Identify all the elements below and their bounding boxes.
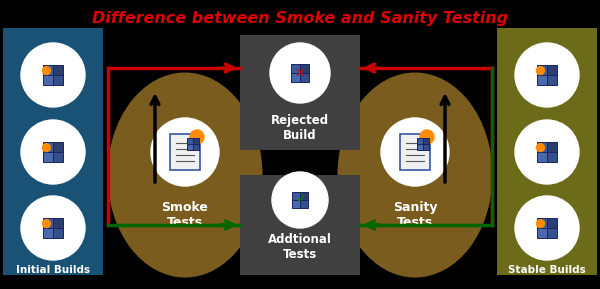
FancyBboxPatch shape: [300, 73, 309, 82]
FancyBboxPatch shape: [53, 65, 62, 75]
Circle shape: [43, 144, 50, 151]
FancyBboxPatch shape: [537, 152, 547, 162]
FancyBboxPatch shape: [43, 142, 53, 152]
Circle shape: [21, 196, 85, 260]
FancyBboxPatch shape: [537, 65, 547, 75]
FancyBboxPatch shape: [43, 228, 53, 238]
Text: Sanity
Tests: Sanity Tests: [393, 201, 437, 229]
FancyBboxPatch shape: [43, 65, 53, 75]
Circle shape: [515, 120, 579, 184]
FancyBboxPatch shape: [547, 142, 557, 152]
FancyBboxPatch shape: [291, 64, 300, 73]
FancyBboxPatch shape: [193, 144, 199, 150]
Circle shape: [536, 144, 544, 151]
FancyBboxPatch shape: [292, 192, 300, 200]
Circle shape: [272, 172, 328, 228]
FancyBboxPatch shape: [300, 200, 308, 208]
FancyBboxPatch shape: [537, 228, 547, 238]
FancyBboxPatch shape: [417, 138, 423, 144]
FancyBboxPatch shape: [537, 142, 547, 152]
FancyBboxPatch shape: [547, 218, 557, 228]
FancyBboxPatch shape: [423, 138, 429, 144]
Circle shape: [381, 118, 449, 186]
Circle shape: [151, 118, 219, 186]
Circle shape: [43, 67, 50, 75]
FancyBboxPatch shape: [291, 73, 300, 82]
FancyBboxPatch shape: [187, 138, 193, 144]
FancyBboxPatch shape: [53, 152, 62, 162]
Circle shape: [270, 43, 330, 103]
FancyBboxPatch shape: [400, 134, 430, 170]
FancyBboxPatch shape: [547, 152, 557, 162]
Circle shape: [515, 43, 579, 107]
FancyBboxPatch shape: [53, 228, 62, 238]
FancyBboxPatch shape: [547, 228, 557, 238]
Circle shape: [515, 196, 579, 260]
Circle shape: [190, 130, 204, 144]
Circle shape: [21, 120, 85, 184]
FancyBboxPatch shape: [43, 218, 53, 228]
FancyBboxPatch shape: [3, 28, 103, 275]
Text: Initial Builds: Initial Builds: [16, 265, 90, 275]
FancyBboxPatch shape: [240, 35, 360, 150]
Text: ✕: ✕: [295, 66, 305, 79]
Text: Stable Builds: Stable Builds: [508, 265, 586, 275]
FancyBboxPatch shape: [43, 152, 53, 162]
FancyBboxPatch shape: [423, 144, 429, 150]
FancyBboxPatch shape: [170, 134, 200, 170]
FancyBboxPatch shape: [497, 28, 597, 275]
FancyBboxPatch shape: [547, 75, 557, 85]
FancyBboxPatch shape: [300, 192, 308, 200]
FancyBboxPatch shape: [537, 218, 547, 228]
FancyBboxPatch shape: [537, 75, 547, 85]
Text: Difference between Smoke and Sanity Testing: Difference between Smoke and Sanity Test…: [92, 10, 508, 25]
FancyBboxPatch shape: [43, 75, 53, 85]
Circle shape: [43, 220, 50, 227]
Circle shape: [21, 43, 85, 107]
FancyBboxPatch shape: [292, 200, 300, 208]
FancyBboxPatch shape: [240, 175, 360, 275]
Circle shape: [536, 67, 544, 75]
FancyBboxPatch shape: [193, 138, 199, 144]
Ellipse shape: [337, 73, 493, 277]
Ellipse shape: [107, 73, 263, 277]
FancyBboxPatch shape: [53, 218, 62, 228]
Circle shape: [536, 220, 544, 227]
FancyBboxPatch shape: [300, 64, 309, 73]
Text: Smoke
Tests: Smoke Tests: [161, 201, 208, 229]
FancyBboxPatch shape: [547, 65, 557, 75]
Text: Addtional
Tests: Addtional Tests: [268, 233, 332, 261]
FancyBboxPatch shape: [53, 75, 62, 85]
FancyBboxPatch shape: [53, 142, 62, 152]
Text: ✓: ✓: [295, 194, 305, 207]
Circle shape: [420, 130, 434, 144]
FancyBboxPatch shape: [417, 144, 423, 150]
FancyBboxPatch shape: [187, 144, 193, 150]
Text: Rejected
Build: Rejected Build: [271, 114, 329, 142]
